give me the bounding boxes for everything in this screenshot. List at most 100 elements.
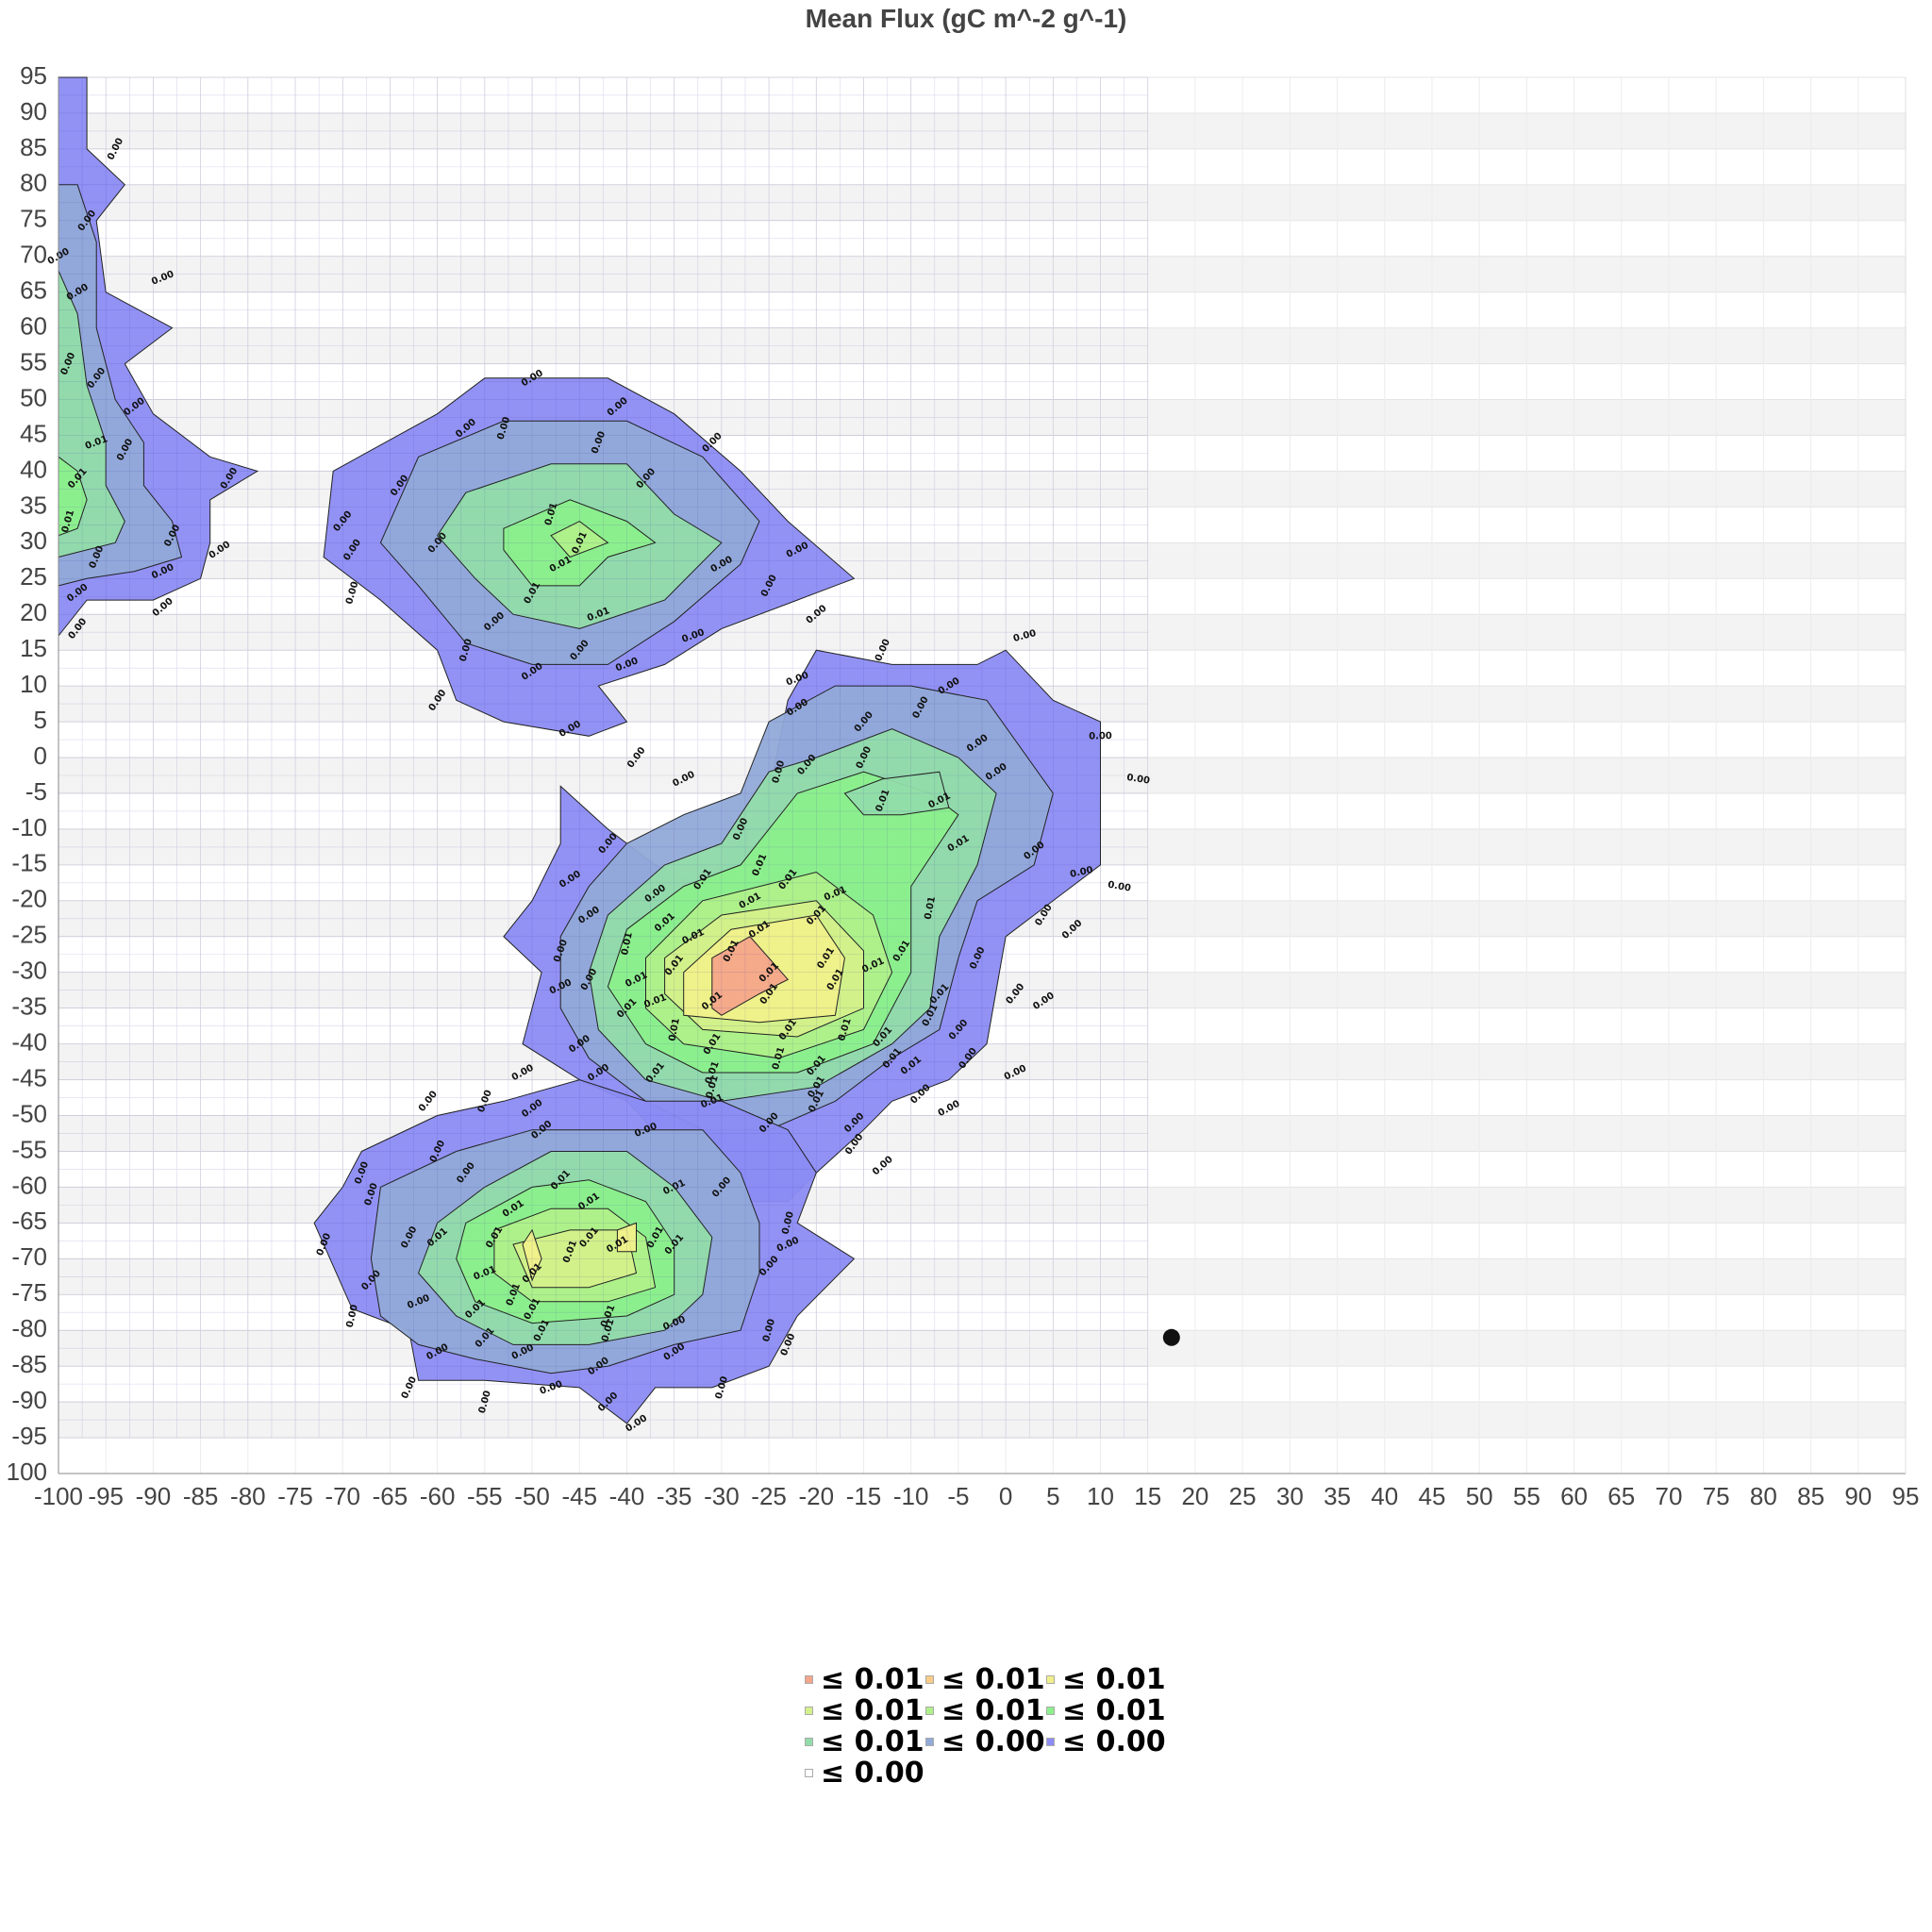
- y-tick-label: -45: [11, 1063, 47, 1091]
- y-tick-label: 70: [20, 241, 47, 269]
- y-tick-label: -95: [11, 1422, 47, 1450]
- x-tick-label: -75: [277, 1482, 313, 1510]
- x-tick-label: -80: [230, 1482, 266, 1510]
- grid-band: [58, 327, 1906, 364]
- legend-label: ≤ 0.01: [821, 1724, 924, 1758]
- contour-level: [711, 936, 790, 1016]
- x-tick-label: 85: [1797, 1482, 1824, 1510]
- x-tick-label: 60: [1560, 1482, 1588, 1510]
- legend-swatch: [805, 1737, 813, 1746]
- contour-region-west-edge: [58, 76, 259, 638]
- y-tick-label: -90: [11, 1386, 47, 1414]
- legend-item: ≤ 0.01: [1046, 1694, 1166, 1727]
- contour-region-central-peak: [503, 649, 1101, 1203]
- legend-label: ≤ 0.00: [821, 1756, 924, 1790]
- chart-title: Mean Flux (gC m^-2 g^-1): [805, 4, 1127, 33]
- y-tick-label: -65: [11, 1207, 47, 1235]
- y-tick-label: -55: [11, 1135, 47, 1163]
- y-tick-label: -35: [11, 992, 47, 1021]
- grid-band: [58, 112, 1906, 149]
- y-tick-label: 20: [20, 598, 47, 626]
- y-tick-label: 35: [20, 491, 47, 519]
- legend-item: ≤ 0.00: [805, 1756, 924, 1790]
- y-tick-label: -40: [11, 1027, 47, 1056]
- y-tick-label: -30: [11, 957, 47, 985]
- legend-swatch: [805, 1768, 813, 1777]
- y-tick-label: 95: [20, 61, 47, 90]
- grid-band: [58, 291, 1906, 328]
- grid-band: [58, 1366, 1906, 1403]
- y-tick-label: -60: [11, 1171, 47, 1199]
- y-tick-label: 50: [20, 383, 47, 411]
- contour-chart: 0.000.000.000.000.000.000.000.000.01 0.00…: [7, 61, 1920, 1510]
- grid-band: [58, 1043, 1906, 1080]
- x-tick-label: -10: [893, 1482, 929, 1510]
- x-tick-label: -50: [514, 1482, 550, 1510]
- contour-label: 0.00: [345, 1304, 360, 1329]
- legend-label: ≤ 0.01: [941, 1662, 1045, 1696]
- marker-dot: [1162, 1328, 1180, 1346]
- x-tick-label: 90: [1844, 1482, 1872, 1510]
- legend-swatch: [1046, 1706, 1055, 1715]
- legend-swatch: [1046, 1674, 1055, 1684]
- contour-label: 0.01: [924, 895, 939, 920]
- x-tick-label: 70: [1656, 1482, 1683, 1510]
- y-tick-label: -10: [11, 813, 47, 841]
- plot-frame: [58, 77, 1907, 1474]
- y-tick-label: 15: [20, 634, 47, 662]
- contour-label: 0.01: [667, 1017, 682, 1041]
- contour-level: [512, 1229, 638, 1289]
- y-tick-label: 80: [20, 169, 47, 197]
- y-tick-label: -15: [11, 849, 47, 877]
- y-tick-label: -50: [11, 1099, 47, 1127]
- x-tick-label: -25: [751, 1482, 787, 1510]
- legend-item: ≤ 0.00: [1046, 1724, 1166, 1758]
- grid-band: [58, 399, 1906, 436]
- contour-label: 0.00: [1069, 865, 1093, 880]
- grid-band: [58, 1402, 1906, 1439]
- legend-label: ≤ 0.00: [941, 1724, 1045, 1758]
- y-tick-label: 60: [20, 312, 47, 341]
- x-tick-label: -85: [183, 1482, 219, 1510]
- x-tick-label: -45: [561, 1482, 597, 1510]
- legend-item: ≤ 0.01: [805, 1694, 924, 1727]
- y-tick-label: -25: [11, 921, 47, 949]
- x-tick-label: -95: [88, 1482, 124, 1510]
- x-tick-label: 25: [1229, 1482, 1257, 1510]
- x-tick-label: -35: [657, 1482, 692, 1510]
- legend-swatch: [805, 1706, 813, 1715]
- contour-fills: [58, 76, 1149, 1439]
- legend-label: ≤ 0.01: [1062, 1662, 1166, 1696]
- x-tick-label: -65: [373, 1482, 408, 1510]
- x-tick-label: 35: [1324, 1482, 1351, 1510]
- y-tick-label: 75: [20, 205, 47, 233]
- contour-region-south-blob: [313, 1079, 856, 1424]
- grid-band: [58, 220, 1906, 257]
- x-tick-label: -40: [609, 1482, 645, 1510]
- x-tick-label: 95: [1892, 1482, 1920, 1510]
- grid-band: [58, 1115, 1906, 1152]
- x-tick-label: 50: [1466, 1482, 1493, 1510]
- x-tick-label: 20: [1181, 1482, 1208, 1510]
- legend-label: ≤ 0.00: [1062, 1724, 1166, 1758]
- legend-item: ≤ 0.01: [925, 1694, 1045, 1727]
- y-tick-label: 85: [20, 133, 47, 161]
- grid-band: [58, 1079, 1906, 1116]
- y-tick-label: -70: [11, 1242, 47, 1271]
- legend-label: ≤ 0.01: [821, 1662, 924, 1696]
- contour-label: 0.00: [1089, 731, 1112, 741]
- x-tick-label: 5: [1046, 1482, 1059, 1510]
- y-tick-label: 10: [20, 670, 47, 698]
- y-tick-label: -5: [25, 777, 47, 806]
- contour-label: 0.00: [1107, 880, 1131, 894]
- x-tick-label: -30: [704, 1482, 740, 1510]
- y-tick-label: 55: [20, 347, 47, 375]
- x-tick-label: 40: [1371, 1482, 1398, 1510]
- location-marker: [1162, 1328, 1180, 1346]
- x-tick-label: 75: [1703, 1482, 1730, 1510]
- y-tick-label: 25: [20, 562, 47, 591]
- x-tick-label: -60: [420, 1482, 456, 1510]
- legend-item: ≤ 0.01: [925, 1662, 1045, 1696]
- y-tick-label: 0: [34, 741, 47, 770]
- legend-swatch: [925, 1737, 934, 1746]
